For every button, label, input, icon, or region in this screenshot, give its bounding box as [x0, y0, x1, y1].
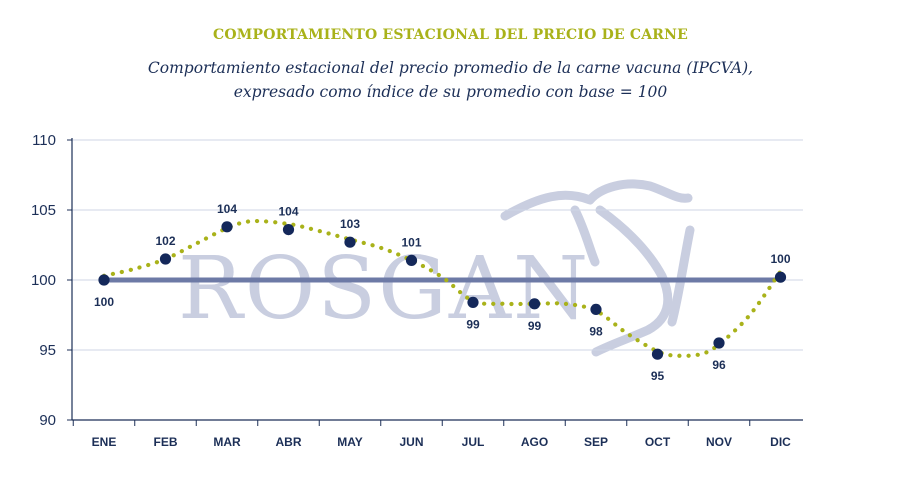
- axes: 90 95 100 105 110 ENE FEB MAR ABR MAY JUN JUL AGO SEP…: [31, 132, 803, 449]
- marker-sep: [590, 303, 602, 315]
- x-tick-label-ene: ENE: [92, 435, 117, 449]
- y-tick-label-90: 90: [39, 412, 56, 429]
- data-label-sep: 98: [589, 324, 603, 338]
- marker-abr: [282, 224, 295, 236]
- x-tick-label-may: MAY: [337, 435, 363, 449]
- data-label-feb: 102: [155, 234, 175, 248]
- watermark: ROSGAN: [178, 179, 695, 357]
- data-label-jul: 99: [466, 317, 480, 331]
- marker-jul: [467, 296, 479, 308]
- marker-may: [344, 236, 356, 248]
- x-tick-label-feb: FEB: [154, 435, 178, 449]
- x-tick-label-sep: SEP: [584, 435, 608, 449]
- data-label-oct: 95: [651, 369, 665, 383]
- data-label-may: 103: [340, 217, 360, 231]
- chart-title: COMPORTAMIENTO ESTACIONAL DEL PRECIO DE …: [213, 27, 688, 43]
- marker-ago: [528, 298, 541, 310]
- y-tick-label-110: 110: [32, 132, 56, 149]
- subtitle-line-2: expresado como índice de su promedio con…: [233, 83, 668, 101]
- x-tick-label-jul: JUL: [462, 435, 485, 449]
- data-label-ene: 100: [94, 295, 114, 309]
- y-tick-label-105: 105: [31, 202, 56, 219]
- chart-subtitle: Comportamiento estacional del precio pro…: [0, 56, 901, 104]
- seasonal-dotted-line: [101, 218, 783, 358]
- x-tick-label-oct: OCT: [645, 435, 671, 449]
- data-label-ago: 99: [528, 319, 542, 333]
- series: 100 102 104 104 103 101 99 99 98 95 96 100: [94, 202, 791, 383]
- x-tick-label-mar: MAR: [213, 435, 241, 449]
- data-label-nov: 96: [712, 358, 726, 372]
- y-tick-label-100: 100: [31, 272, 56, 289]
- marker-nov: [713, 337, 725, 349]
- watermark-text: ROSGAN: [178, 239, 590, 339]
- cow-head-logo: [500, 179, 695, 357]
- marker-jun: [405, 254, 418, 266]
- marker-mar: [221, 221, 233, 233]
- marker-dic: [774, 271, 787, 283]
- subtitle-line-1: Comportamiento estacional del precio pro…: [147, 59, 754, 77]
- marker-oct: [651, 348, 664, 360]
- data-label-abr: 104: [278, 205, 298, 219]
- x-tick-label-nov: NOV: [706, 435, 732, 449]
- y-tick-label-95: 95: [39, 342, 56, 359]
- x-tick-label-jun: JUN: [399, 435, 423, 449]
- marker-ene: [98, 274, 110, 286]
- data-label-dic: 100: [770, 252, 790, 266]
- data-label-jun: 101: [401, 235, 421, 249]
- x-tick-label-ago: AGO: [521, 435, 548, 449]
- x-tick-label-dic: DIC: [770, 435, 791, 449]
- x-tick-label-abr: ABR: [276, 435, 302, 449]
- marker-feb: [159, 253, 172, 265]
- data-label-mar: 104: [217, 202, 237, 216]
